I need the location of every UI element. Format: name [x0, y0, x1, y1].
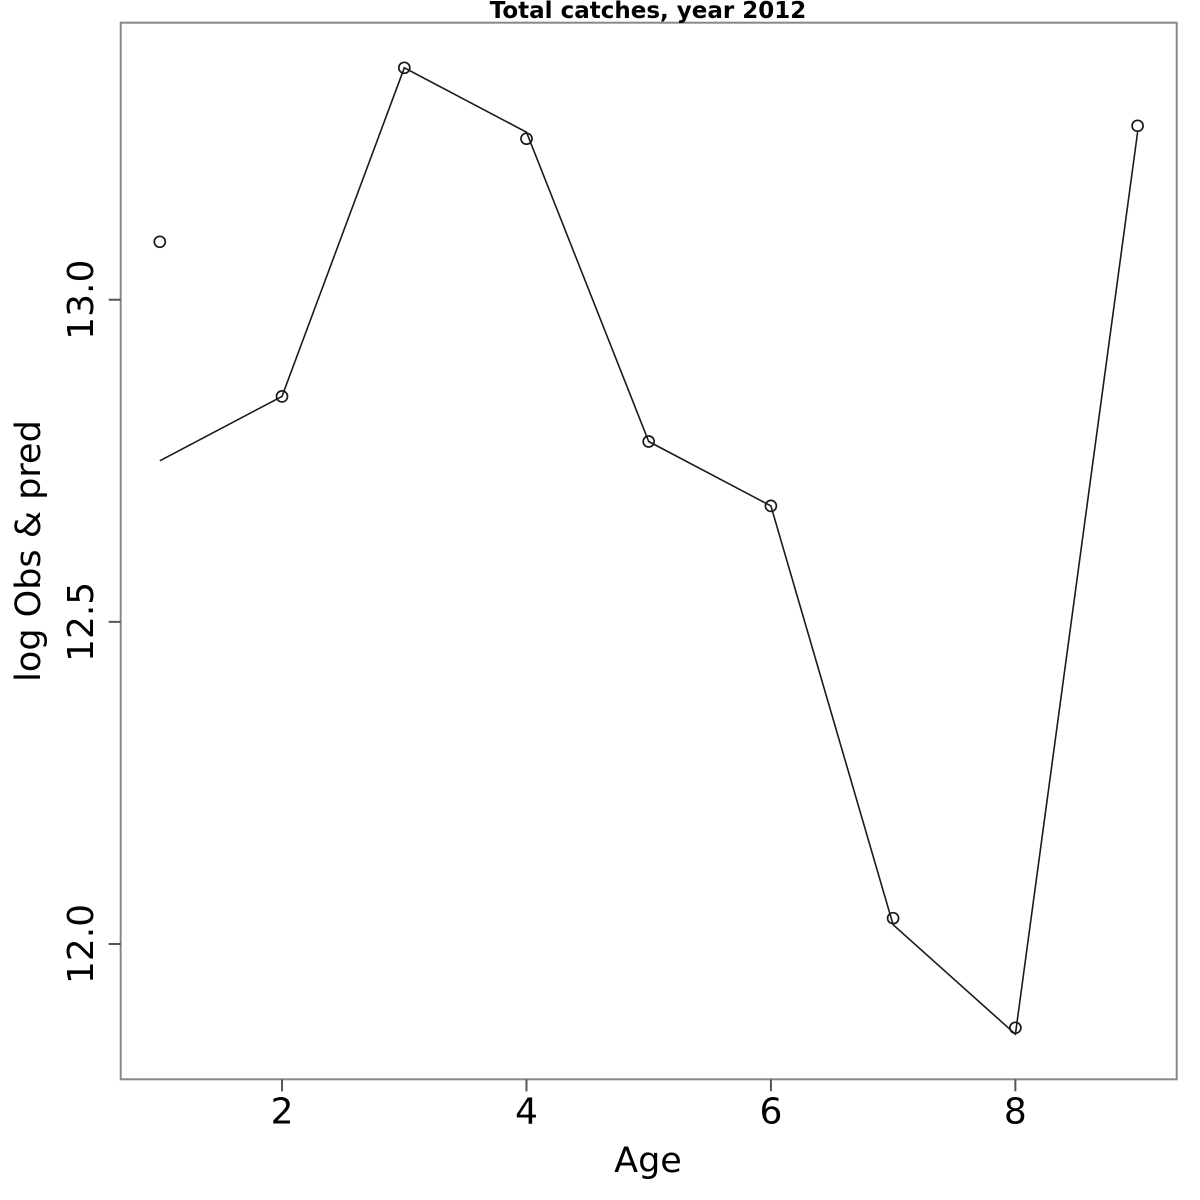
observed-points [153, 61, 1144, 1035]
y-tick-label: 13.0 [61, 260, 102, 340]
data-point-age-7 [886, 911, 900, 925]
data-point-age-9 [1131, 119, 1144, 133]
chart-title: Total catches, year 2012 [490, 0, 807, 24]
data-point-age-8 [1009, 1021, 1022, 1035]
x-axis-ticks: 2 4 6 8 [271, 1079, 1027, 1132]
x-tick-label: 8 [1004, 1091, 1027, 1132]
y-tick-label: 12.5 [61, 582, 102, 662]
y-axis-ticks: 12.0 12.5 13.0 [61, 260, 121, 984]
data-point-age-5 [642, 435, 656, 448]
x-tick-label: 6 [759, 1091, 782, 1132]
prediction-line [159, 66, 1139, 1036]
data-point-age-6 [764, 499, 778, 513]
data-point-age-3 [397, 61, 411, 75]
x-axis-label: Age [614, 1141, 682, 1181]
x-tick-label: 4 [515, 1091, 538, 1132]
x-tick-label: 2 [271, 1091, 294, 1132]
y-axis-label: log Obs & pred [9, 420, 49, 682]
data-point-age-2 [275, 390, 289, 403]
plot-box [119, 21, 1178, 1081]
data-point-age-4 [520, 132, 533, 146]
data-point-age-1 [153, 235, 167, 249]
y-tick-label: 12.0 [61, 904, 102, 984]
